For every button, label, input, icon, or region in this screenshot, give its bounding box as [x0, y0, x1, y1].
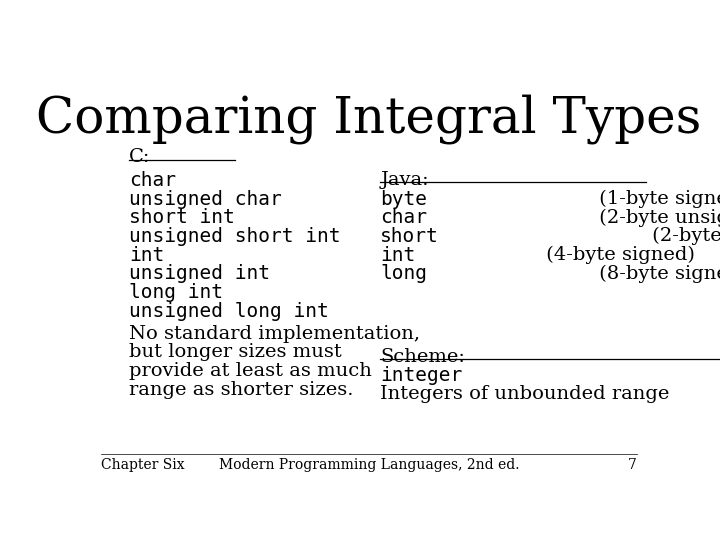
Text: short int: short int: [129, 208, 235, 227]
Text: Comparing Integral Types: Comparing Integral Types: [36, 94, 702, 144]
Text: (2-byte signed): (2-byte signed): [646, 227, 720, 245]
Text: (1-byte signed): (1-byte signed): [593, 190, 720, 208]
Text: Java:: Java:: [380, 171, 429, 189]
Text: char: char: [380, 208, 427, 227]
Text: unsigned long int: unsigned long int: [129, 302, 329, 321]
Text: unsigned char: unsigned char: [129, 190, 282, 208]
Text: int: int: [129, 246, 164, 265]
Text: C:: C:: [129, 148, 150, 166]
Text: Chapter Six: Chapter Six: [101, 458, 185, 472]
Text: range as shorter sizes.: range as shorter sizes.: [129, 381, 354, 399]
Text: (2-byte unsigned): (2-byte unsigned): [593, 208, 720, 226]
Text: but longer sizes must: but longer sizes must: [129, 343, 342, 361]
Text: provide at least as much: provide at least as much: [129, 362, 372, 380]
Text: unsigned int: unsigned int: [129, 265, 270, 284]
Text: No standard implementation,: No standard implementation,: [129, 325, 420, 343]
Text: byte: byte: [380, 190, 427, 208]
Text: long: long: [380, 265, 427, 284]
Text: 7: 7: [628, 458, 637, 472]
Text: (8-byte signed): (8-byte signed): [593, 265, 720, 282]
Text: int: int: [380, 246, 415, 265]
Text: unsigned short int: unsigned short int: [129, 227, 341, 246]
Text: Integers of unbounded range: Integers of unbounded range: [380, 385, 670, 403]
Text: short: short: [380, 227, 439, 246]
Text: (4-byte signed): (4-byte signed): [539, 246, 694, 264]
Text: long int: long int: [129, 283, 223, 302]
Text: char: char: [129, 171, 176, 190]
Text: Scheme:: Scheme:: [380, 348, 465, 366]
Text: integer: integer: [380, 366, 462, 385]
Text: Modern Programming Languages, 2nd ed.: Modern Programming Languages, 2nd ed.: [219, 458, 519, 472]
